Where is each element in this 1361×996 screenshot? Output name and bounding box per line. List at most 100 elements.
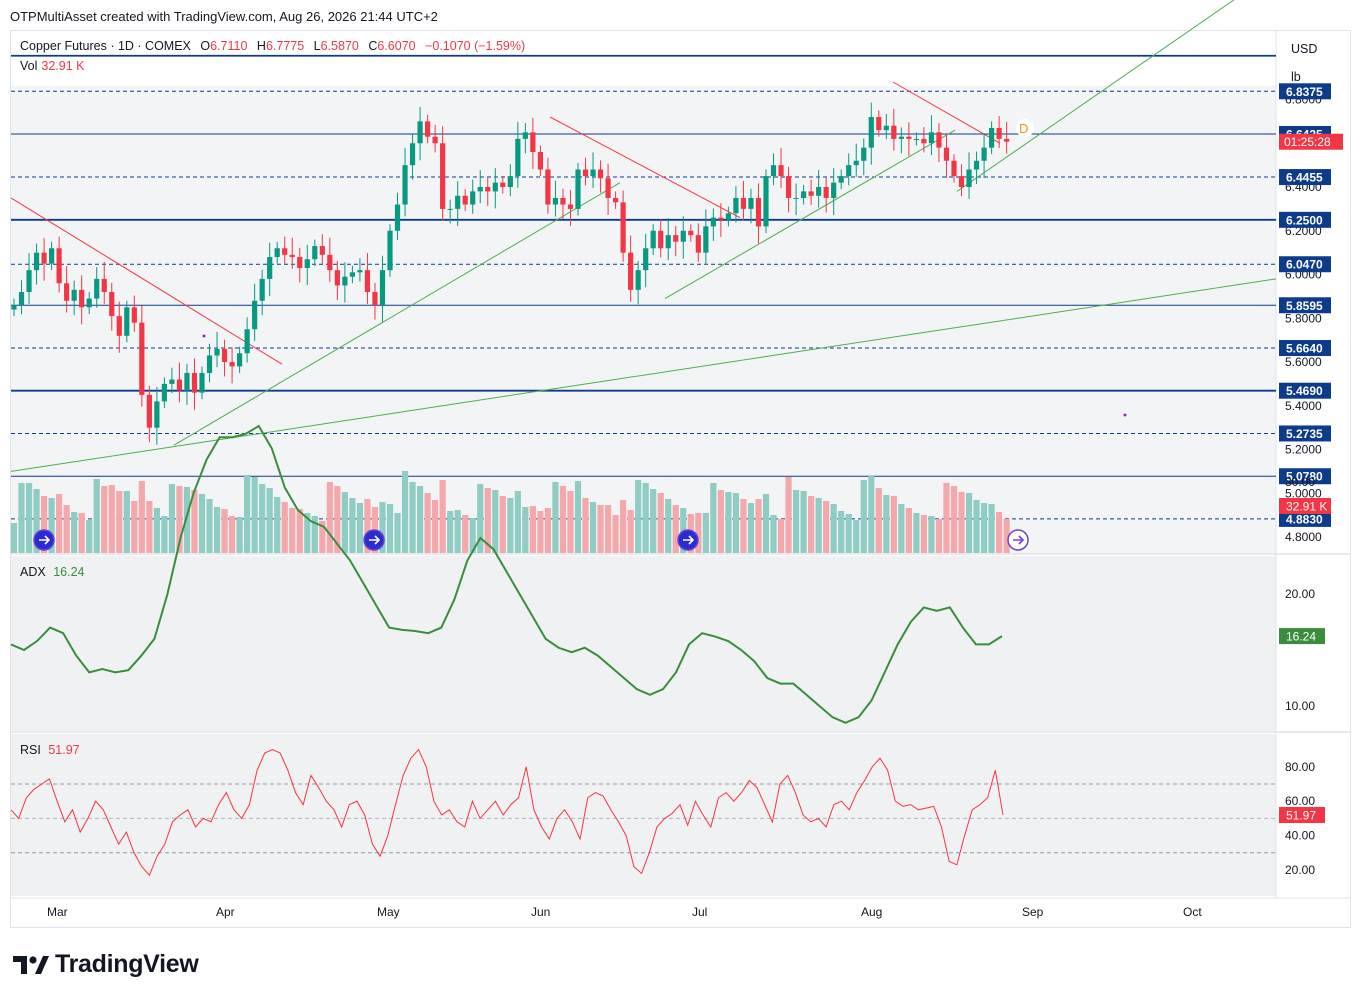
candle-body[interactable] xyxy=(342,276,348,286)
candle-body[interactable] xyxy=(349,272,355,277)
candle-body[interactable] xyxy=(650,230,656,249)
candle-body[interactable] xyxy=(582,169,589,177)
candle-body[interactable] xyxy=(297,257,303,268)
rsi-line[interactable] xyxy=(10,748,1004,877)
candle-body[interactable] xyxy=(620,202,626,253)
candle-body[interactable] xyxy=(455,195,461,209)
trendline-up[interactable] xyxy=(956,0,1248,192)
candle-body[interactable] xyxy=(33,252,40,271)
candle-body[interactable] xyxy=(801,191,807,198)
candle-body[interactable] xyxy=(816,187,822,196)
unit-label[interactable]: lb xyxy=(1291,70,1301,84)
candle-body[interactable] xyxy=(846,165,852,177)
candle-body[interactable] xyxy=(139,322,145,395)
candle-body[interactable] xyxy=(319,246,325,255)
candle-body[interactable] xyxy=(462,195,468,205)
level-price-label[interactable] xyxy=(1279,340,1331,357)
candle-body[interactable] xyxy=(229,362,235,367)
candle-body[interactable] xyxy=(289,254,295,258)
candle-body[interactable] xyxy=(725,213,731,220)
candle-body[interactable] xyxy=(673,235,679,242)
candle-body[interactable] xyxy=(763,176,769,227)
candle-body[interactable] xyxy=(116,316,122,336)
currency-label[interactable]: USD xyxy=(1291,42,1318,56)
level-price-label[interactable] xyxy=(1279,425,1331,442)
candle-body[interactable] xyxy=(808,191,814,196)
trendline-up[interactable] xyxy=(664,129,956,300)
candle-body[interactable] xyxy=(853,160,859,166)
candle-body[interactable] xyxy=(891,125,897,139)
candle-body[interactable] xyxy=(124,307,130,336)
candle-body[interactable] xyxy=(146,394,152,428)
candle-body[interactable] xyxy=(1004,138,1010,142)
candle-body[interactable] xyxy=(447,208,453,210)
candle-body[interactable] xyxy=(18,292,25,306)
level-price-label[interactable] xyxy=(1279,169,1331,186)
level-price-label[interactable] xyxy=(1279,211,1331,228)
candle-body[interactable] xyxy=(823,187,829,198)
candle-body[interactable] xyxy=(718,217,724,220)
candle-body[interactable] xyxy=(928,132,935,144)
candle-body[interactable] xyxy=(244,329,250,354)
candle-body[interactable] xyxy=(402,165,408,205)
candle-body[interactable] xyxy=(868,117,874,148)
candle-body[interactable] xyxy=(613,197,619,203)
candle-body[interactable] xyxy=(590,169,596,177)
candle-body[interactable] xyxy=(440,143,446,209)
event-d-marker[interactable] xyxy=(1016,119,1034,137)
candle-body[interactable] xyxy=(191,372,198,393)
candle-body[interactable] xyxy=(237,353,243,367)
candle-body[interactable] xyxy=(703,226,709,253)
candle-body[interactable] xyxy=(770,165,777,177)
candle-body[interactable] xyxy=(552,197,559,205)
candle-body[interactable] xyxy=(981,147,987,161)
candle-body[interactable] xyxy=(109,292,115,317)
candle-body[interactable] xyxy=(372,292,378,306)
candle-body[interactable] xyxy=(312,246,318,260)
candle-body[interactable] xyxy=(485,187,491,192)
candle-body[interactable] xyxy=(49,248,55,264)
level-price-label[interactable] xyxy=(1279,510,1331,527)
candle-body[interactable] xyxy=(500,182,506,188)
candle-body[interactable] xyxy=(643,248,649,271)
candle-body[interactable] xyxy=(575,169,581,209)
candle-body[interactable] xyxy=(161,383,167,402)
candle-body[interactable] xyxy=(951,160,957,177)
candle-body[interactable] xyxy=(267,257,273,279)
candle-body[interactable] xyxy=(364,270,371,293)
candle-body[interactable] xyxy=(680,230,686,242)
adx-line[interactable] xyxy=(10,424,1003,724)
candle-body[interactable] xyxy=(876,117,882,131)
candle-body[interactable] xyxy=(778,165,784,177)
candle-body[interactable] xyxy=(710,217,716,227)
candle-body[interactable] xyxy=(996,127,1002,139)
candle-body[interactable] xyxy=(628,252,634,290)
candle-body[interactable] xyxy=(357,270,363,273)
candle-body[interactable] xyxy=(973,160,980,170)
candle-body[interactable] xyxy=(432,136,438,144)
candle-body[interactable] xyxy=(507,176,513,188)
candle-body[interactable] xyxy=(492,182,498,192)
candle-body[interactable] xyxy=(921,138,927,144)
candle-body[interactable] xyxy=(470,191,476,205)
candle-body[interactable] xyxy=(913,138,919,140)
candle-body[interactable] xyxy=(658,230,664,249)
candle-body[interactable] xyxy=(665,235,671,249)
candle-body[interactable] xyxy=(79,289,85,308)
candle-body[interactable] xyxy=(394,204,401,231)
tradingview-logo[interactable]: TradingView xyxy=(13,950,199,979)
candle-body[interactable] xyxy=(334,270,340,286)
candle-body[interactable] xyxy=(417,121,423,144)
candle-body[interactable] xyxy=(567,204,574,209)
candle-body[interactable] xyxy=(41,252,47,264)
candle-body[interactable] xyxy=(206,355,213,373)
level-price-label[interactable] xyxy=(1279,382,1331,399)
candle-body[interactable] xyxy=(883,125,889,131)
trendline-up[interactable] xyxy=(10,278,1277,472)
candle-body[interactable] xyxy=(86,298,92,308)
candle-body[interactable] xyxy=(545,169,551,205)
candle-body[interactable] xyxy=(11,305,17,310)
candle-body[interactable] xyxy=(327,254,333,271)
candle-body[interactable] xyxy=(597,169,604,179)
